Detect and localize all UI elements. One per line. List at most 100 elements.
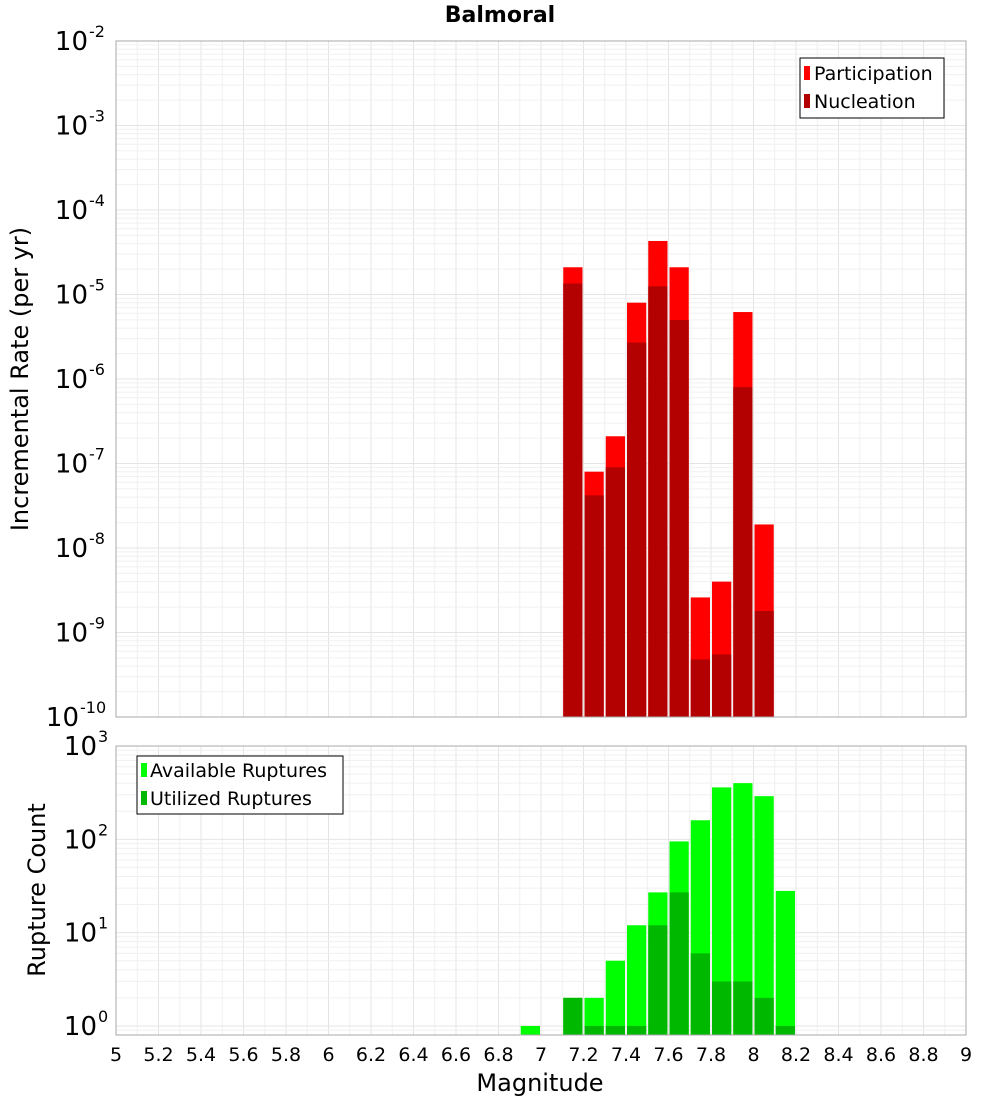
chart-title: Balmoral — [445, 3, 555, 28]
x-tick-label: 7.4 — [611, 1044, 641, 1066]
top-nucleation-bar — [648, 286, 668, 717]
x-tick-label: 9 — [960, 1044, 972, 1066]
x-tick-label: 6.2 — [356, 1044, 386, 1066]
x-tick-label: 6.6 — [441, 1044, 471, 1066]
top-nucleation-bar — [627, 342, 647, 717]
svg-text:10: 10 — [55, 112, 88, 142]
top-y-tick-label: 10 -5 — [55, 276, 105, 311]
x-tick-label: 5 — [110, 1044, 122, 1066]
bottom-utilized-ruptures-bar — [563, 997, 583, 1035]
svg-text:-10: -10 — [80, 698, 106, 717]
top-nucleation-bar — [754, 610, 774, 717]
top-y-tick-label: 10 -7 — [55, 445, 105, 480]
x-tick-label: 8.2 — [781, 1044, 811, 1066]
bottom-utilized-ruptures-bar — [733, 981, 753, 1035]
svg-text:10: 10 — [64, 825, 97, 855]
x-tick-label: 8 — [747, 1044, 759, 1066]
top-nucleation-bar — [712, 654, 732, 717]
bottom-utilized-ruptures-bar — [605, 1025, 625, 1035]
svg-text:-5: -5 — [89, 276, 105, 295]
x-tick-label: 7 — [535, 1044, 547, 1066]
top-nucleation-bar — [733, 387, 753, 717]
svg-text:10: 10 — [64, 1012, 97, 1042]
svg-text:-6: -6 — [89, 360, 105, 379]
x-tick-label: 6 — [322, 1044, 334, 1066]
svg-text:0: 0 — [98, 1007, 108, 1026]
bottom-utilized-ruptures-bar — [648, 925, 668, 1035]
bottom-y-tick-label: 10 3 — [64, 727, 108, 762]
legend-swatch-available — [141, 763, 147, 777]
x-axis-label: Magnitude — [476, 1069, 603, 1097]
svg-text:-2: -2 — [89, 22, 105, 41]
legend-swatch-utilized — [141, 791, 147, 805]
top-y-tick-label: 10 -4 — [55, 191, 105, 226]
bottom-available-ruptures-bar — [754, 796, 774, 1035]
svg-text:-8: -8 — [89, 529, 105, 548]
legend-label-utilized: Utilized Ruptures — [150, 788, 312, 810]
svg-text:10: 10 — [46, 703, 79, 733]
bottom-chart-grid — [115, 745, 967, 1036]
x-tick-label: 8.6 — [866, 1044, 896, 1066]
x-tick-label: 5.2 — [143, 1044, 173, 1066]
bottom-available-ruptures-bar — [627, 925, 647, 1035]
x-tick-label: 6.4 — [398, 1044, 428, 1066]
top-y-axis-label: Incremental Rate (per yr) — [6, 227, 34, 531]
bottom-available-ruptures-bar — [605, 960, 625, 1035]
x-tick-label: 8.8 — [908, 1044, 938, 1066]
top-y-tick-label: 10 -6 — [55, 360, 105, 395]
svg-text:10: 10 — [55, 281, 88, 311]
top-y-tick-label: 10 -9 — [55, 614, 105, 649]
top-y-tick-label: 10 -8 — [55, 529, 105, 564]
bottom-utilized-ruptures-bar — [627, 1025, 647, 1035]
x-ticks: 5 5.2 5.4 5.6 5.8 6 6.2 6.4 6.6 6.8 7 7.2 7.4 7.6 7.8 8… — [110, 1044, 972, 1066]
bottom-available-ruptures-bar — [712, 787, 732, 1035]
svg-text:-4: -4 — [89, 191, 105, 210]
svg-text:10: 10 — [55, 450, 88, 480]
svg-text:3: 3 — [98, 727, 108, 746]
top-chart-grid — [115, 40, 967, 718]
bottom-legend: Available Ruptures Utilized Ruptures — [136, 755, 344, 815]
bottom-utilized-ruptures-bar — [669, 892, 689, 1035]
bottom-plot-area — [115, 745, 967, 1036]
bottom-utilized-ruptures-bar — [754, 997, 774, 1035]
bottom-utilized-ruptures-bar — [712, 981, 732, 1035]
x-tick-label: 5.4 — [186, 1044, 216, 1066]
top-nucleation-bar — [690, 659, 710, 717]
top-y-tick-label: 10 -3 — [55, 107, 105, 142]
bottom-utilized-ruptures-bar — [775, 1025, 795, 1035]
x-tick-label: 5.8 — [271, 1044, 301, 1066]
x-tick-label: 7.6 — [653, 1044, 683, 1066]
top-chart-bars — [563, 240, 774, 717]
bottom-chart-bars — [520, 783, 795, 1035]
x-tick-label: 7.8 — [696, 1044, 726, 1066]
legend-label-participation: Participation — [814, 63, 933, 85]
svg-text:1: 1 — [98, 914, 108, 933]
bottom-y-tick-label: 10 0 — [64, 1007, 108, 1042]
svg-text:10: 10 — [55, 619, 88, 649]
bottom-y-tick-label: 10 1 — [64, 914, 108, 949]
legend-swatch-nucleation — [804, 94, 810, 108]
bottom-y-tick-label: 10 2 — [64, 820, 108, 855]
x-tick-label: 7.2 — [568, 1044, 598, 1066]
top-plot-area — [115, 40, 967, 718]
svg-text:10: 10 — [55, 534, 88, 564]
legend-label-nucleation: Nucleation — [814, 91, 916, 113]
bottom-utilized-ruptures-bar — [690, 953, 710, 1035]
svg-text:10: 10 — [64, 732, 97, 762]
bottom-utilized-ruptures-bar — [584, 1025, 604, 1035]
svg-text:-3: -3 — [89, 107, 105, 126]
top-nucleation-bar — [563, 283, 583, 717]
top-nucleation-bar — [669, 319, 689, 717]
svg-text:10: 10 — [64, 919, 97, 949]
x-tick-label: 6.8 — [483, 1044, 513, 1066]
legend-swatch-participation — [804, 66, 810, 80]
svg-text:10: 10 — [55, 365, 88, 395]
bottom-available-ruptures-bar — [733, 783, 753, 1035]
top-nucleation-bar — [584, 495, 604, 717]
svg-text:-7: -7 — [89, 445, 105, 464]
top-y-tick-label: 10 -2 — [55, 22, 105, 57]
x-tick-label: 8.4 — [823, 1044, 853, 1066]
